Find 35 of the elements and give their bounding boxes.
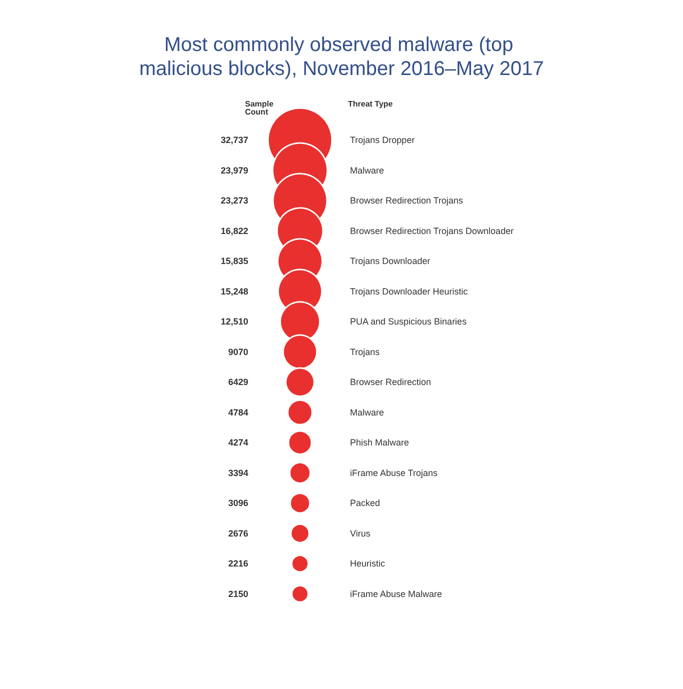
data-label: 6429 — [228, 377, 248, 388]
data-label: 23,979 — [220, 165, 248, 176]
text: Most commonly observed malware (top malicious blocks), November 2016–May 2017 — [139, 34, 544, 80]
data-label: 23,273 — [220, 196, 248, 206]
data-label: 15,835 — [220, 256, 248, 266]
category-label: Packed — [350, 498, 380, 508]
category-label: Trojans Downloader — [350, 256, 430, 266]
data-label: 2216 — [228, 558, 248, 569]
data-label: 3394 — [228, 468, 248, 478]
category-label: Browser Redirection — [350, 377, 432, 388]
category-label: Trojans — [350, 346, 380, 357]
data-label: 12,510 — [220, 316, 248, 327]
data-label: 4274 — [228, 438, 248, 448]
data-label: 9070 — [228, 346, 248, 357]
category-label: Phish Malware — [350, 438, 410, 448]
data-label: 2676 — [228, 528, 248, 538]
category-label: Malware — [350, 407, 384, 418]
data-label: 16,822 — [220, 226, 248, 236]
category-label: Browser Redirection Trojans Downloader — [350, 226, 514, 236]
category-label: Trojans Dropper — [350, 135, 415, 146]
category-label: iFrame Abuse Malware — [350, 588, 442, 599]
category-label: PUA and Suspicious Binaries — [350, 316, 468, 327]
data-label: 2150 — [228, 588, 248, 599]
category-label: Trojans Downloader Heuristic — [350, 286, 468, 296]
text: Threat Type — [348, 100, 394, 108]
text: Sample Count — [245, 100, 276, 116]
category-label: Browser Redirection Trojans — [350, 196, 464, 206]
category-label: iFrame Abuse Trojans — [350, 468, 438, 478]
category-label: Virus — [350, 528, 371, 538]
data-label: 15,248 — [220, 286, 248, 296]
category-label: Heuristic — [350, 558, 386, 569]
data-label: 32,737 — [220, 135, 248, 146]
data-label: 3096 — [228, 498, 248, 508]
data-label: 4784 — [228, 407, 248, 418]
category-label: Malware — [350, 165, 384, 176]
